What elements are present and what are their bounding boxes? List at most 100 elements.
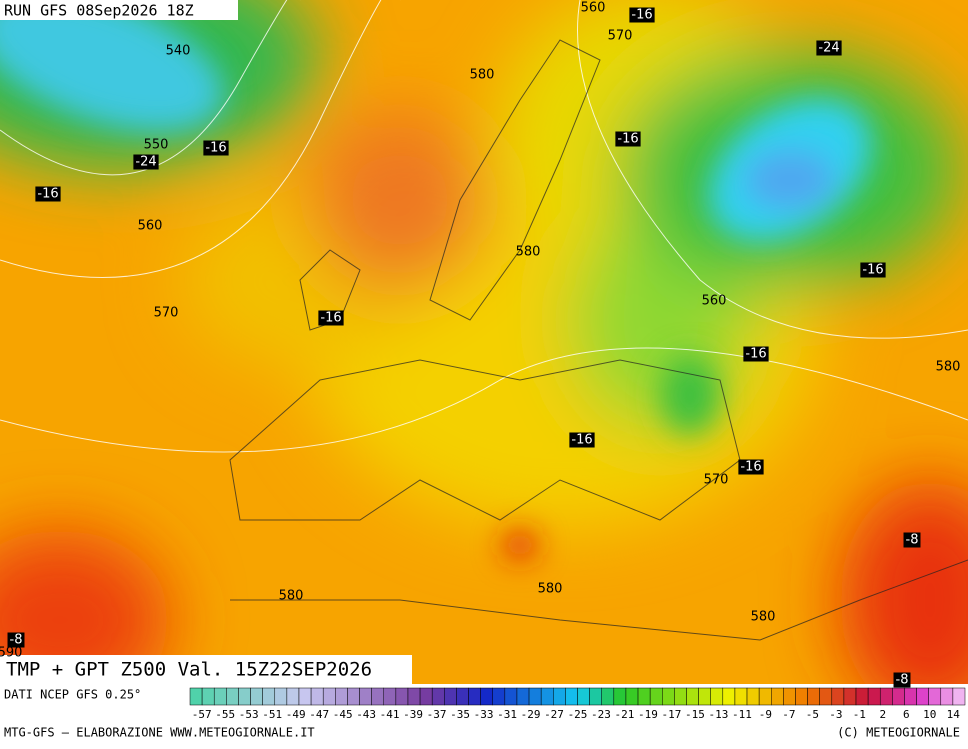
colorbar-swatch	[504, 687, 518, 706]
colorbar-swatch	[480, 687, 493, 706]
colorbar-label: 2	[879, 708, 886, 721]
temp-label: -8	[896, 673, 909, 688]
colorbar-label: -5	[806, 708, 819, 721]
colorbar-swatch	[335, 687, 348, 706]
temp-label: -16	[205, 141, 226, 156]
colorbar-swatch	[516, 687, 530, 706]
colorbar-swatch	[395, 687, 409, 706]
colorbar-label: -35	[450, 708, 470, 721]
temp-label-bg	[318, 310, 344, 326]
colorbar-swatch	[359, 687, 372, 706]
temp-label: -16	[862, 263, 883, 278]
temp-label-bg	[7, 632, 25, 648]
colorbar-swatch	[540, 687, 554, 706]
temp-label-bg	[738, 459, 764, 475]
temp-label-bg	[860, 262, 886, 278]
temp-label: -8	[906, 533, 919, 548]
colorbar-label: -21	[615, 708, 635, 721]
temp-label: -16	[740, 460, 761, 475]
colorbar-label: 14	[947, 708, 961, 721]
height-label: 560	[702, 294, 727, 309]
temp-label-bg	[133, 154, 159, 170]
colorbar-swatch	[879, 687, 893, 706]
colorbar-label: -27	[544, 708, 564, 721]
colorbar-swatch	[807, 687, 820, 706]
temp-label-bg	[615, 131, 641, 147]
height-label: 570	[608, 29, 633, 44]
colorbar-label: -29	[521, 708, 541, 721]
colorbar-swatch	[637, 687, 651, 706]
colorbar-swatch	[686, 687, 699, 706]
colorbar-swatch	[662, 687, 675, 706]
colorbar-swatch	[431, 687, 445, 706]
temp-label: -24	[135, 155, 156, 170]
height-label: 580	[751, 610, 776, 625]
colorbar-swatch	[625, 687, 639, 706]
colorbar-label: -43	[356, 708, 376, 721]
colorbar-label: -51	[262, 708, 282, 721]
height-label: 560	[581, 1, 606, 16]
colorbar-label: -49	[286, 708, 306, 721]
colorbar-label: -45	[333, 708, 353, 721]
source: DATI NCEP GFS 0.25°	[4, 688, 141, 702]
temp-label-bg	[569, 432, 595, 448]
colorbar-swatch	[601, 687, 615, 706]
colorbar-swatch	[916, 687, 929, 706]
colorbar-swatch	[310, 687, 324, 706]
colorbar-swatch	[649, 687, 663, 706]
colorbar-label: -11	[732, 708, 752, 721]
colorbar-swatch	[407, 687, 421, 706]
colorbar-label: -39	[403, 708, 423, 721]
temp-label: -16	[37, 187, 58, 202]
colorbar-label: 6	[903, 708, 910, 721]
colorbar-swatch	[274, 687, 288, 706]
temp-label-bg	[903, 532, 921, 548]
height-label: 580	[538, 582, 563, 597]
temp-label: -16	[571, 433, 592, 448]
colorbar-swatch	[928, 687, 942, 706]
temp-label: -8	[10, 633, 23, 648]
height-label: 580	[516, 245, 541, 260]
temp-label: -16	[631, 8, 652, 23]
colorbar-swatch	[758, 687, 772, 706]
colorbar-label: -31	[497, 708, 517, 721]
colorbar-swatch	[698, 687, 711, 706]
colorbar-swatch	[952, 687, 966, 706]
colorbar-swatch	[468, 687, 481, 706]
colorbar-label: -17	[662, 708, 682, 721]
colorbar-label: -37	[427, 708, 447, 721]
temp-label-bg	[893, 672, 911, 688]
height-label: 580	[279, 589, 304, 604]
colorbar-swatch	[565, 687, 578, 706]
colorbar-swatch	[322, 687, 336, 706]
colorbar-swatch	[262, 687, 276, 706]
colorbar-swatch	[940, 687, 954, 706]
height-label: 590	[0, 646, 22, 661]
colorbar-swatch	[456, 687, 469, 706]
height-label: 570	[704, 473, 729, 488]
colorbar-label: -3	[829, 708, 842, 721]
colorbar-swatch	[492, 687, 506, 706]
height-label: 570	[154, 306, 179, 321]
colorbar-swatch	[383, 687, 397, 706]
colorbar-swatch	[867, 687, 881, 706]
temp-label: -16	[745, 347, 766, 362]
temp-label-bg	[35, 186, 61, 202]
run-label: RUN GFS 08Sep2026 18Z	[4, 2, 194, 20]
colorbar-swatch	[298, 687, 312, 706]
height-label: 580	[470, 68, 495, 83]
colorbar-label: -25	[568, 708, 588, 721]
colorbar-swatch	[674, 687, 687, 706]
height-label: 550	[144, 138, 169, 153]
map-title: TMP + GPT Z500 Val. 15Z22SEP2026	[6, 659, 372, 681]
temp-label-bg	[203, 140, 229, 156]
colorbar-swatch	[892, 687, 905, 706]
colorbar-swatch	[843, 687, 857, 706]
colorbar-swatch	[783, 687, 796, 706]
colorbar-label: -55	[215, 708, 235, 721]
colorbar-swatch	[250, 687, 263, 706]
temp-label: -16	[320, 311, 341, 326]
colorbar-swatch	[226, 687, 239, 706]
